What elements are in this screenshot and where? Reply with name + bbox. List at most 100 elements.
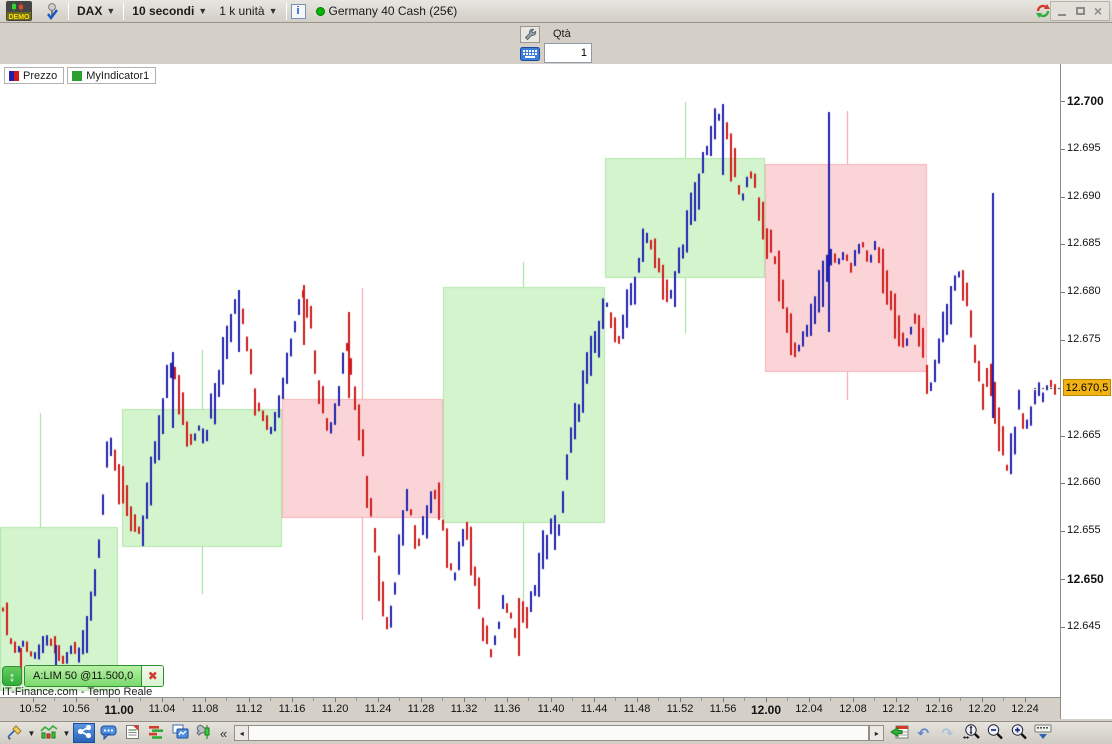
collapse-toolbar-button[interactable]: « xyxy=(220,725,228,741)
undo-button[interactable]: ↶ xyxy=(912,723,934,743)
price-axis[interactable]: 12.670,5 12.700 12.695 12.690 12.685 12.680 1… xyxy=(1060,64,1112,719)
time-axis-tick xyxy=(896,698,897,702)
time-axis-tick xyxy=(76,698,77,702)
time-axis-label: 11.08 xyxy=(191,703,219,715)
legend-item-myindicator1[interactable]: MyIndicator1 xyxy=(67,67,157,84)
time-axis-tick xyxy=(119,698,120,702)
time-axis-label: 12.24 xyxy=(1011,703,1039,715)
time-axis-minor-tick xyxy=(917,698,918,701)
scroll-left-button[interactable]: ◂ xyxy=(234,725,250,741)
legend-item-prezzo[interactable]: Prezzo xyxy=(4,67,65,84)
time-axis-label: 11.28 xyxy=(407,703,435,715)
share-button[interactable] xyxy=(73,723,95,743)
refresh-icon xyxy=(1036,4,1050,18)
price-axis-label: 12.665 xyxy=(1067,429,1101,441)
instrument-info-button[interactable]: i xyxy=(289,1,308,22)
trade-panel: Qtà xyxy=(0,24,1112,64)
zoom-in-button[interactable] xyxy=(1008,723,1030,743)
time-axis-minor-tick xyxy=(1003,698,1004,701)
time-axis-minor-tick xyxy=(874,698,875,701)
zoom-out-button[interactable] xyxy=(984,723,1006,743)
instrument-label: DAX xyxy=(77,4,103,18)
time-axis-minor-tick xyxy=(97,698,98,701)
info-icon: i xyxy=(290,3,306,19)
time-axis-label: 11.16 xyxy=(278,703,306,715)
draw-tools-dropdown[interactable]: ▼ xyxy=(27,728,36,738)
svg-text:DEMO: DEMO xyxy=(9,14,31,21)
price-axis-label: 12.690 xyxy=(1067,190,1101,202)
pin-workspace-button[interactable] xyxy=(38,1,66,22)
time-axis-tick xyxy=(853,698,854,702)
close-button[interactable]: × xyxy=(1090,3,1106,19)
news-icon xyxy=(125,724,140,743)
show-keyboard-button[interactable] xyxy=(1032,723,1054,743)
redo-icon: ↷ xyxy=(941,724,954,741)
price-axis-tick xyxy=(1061,101,1065,102)
maximize-icon xyxy=(1075,7,1085,15)
windows-button[interactable] xyxy=(169,723,191,743)
time-axis-tick xyxy=(982,698,983,702)
window-controls: × xyxy=(1050,1,1110,21)
timeframe-label: 10 secondi xyxy=(132,4,195,18)
redo-button[interactable]: ↷ xyxy=(936,723,958,743)
scrollbar-track[interactable] xyxy=(249,725,870,741)
chart-style-icon xyxy=(40,724,58,743)
demo-mode-button[interactable]: DEMO xyxy=(0,1,38,22)
time-axis-tick xyxy=(766,698,767,702)
time-axis-minor-tick xyxy=(183,698,184,701)
time-axis-label: 12.08 xyxy=(839,703,867,715)
time-axis-label: 10.56 xyxy=(62,703,90,715)
time-axis-minor-tick xyxy=(356,698,357,701)
time-axis-label: 11.40 xyxy=(537,703,565,715)
price-series-swatch-icon xyxy=(9,70,19,81)
time-axis-tick xyxy=(464,698,465,702)
positions-button[interactable] xyxy=(145,723,167,743)
price-axis-label: 12.700 xyxy=(1067,94,1104,108)
chart-style-dropdown[interactable]: ▼ xyxy=(62,728,71,738)
toolbar-separator xyxy=(285,2,287,20)
instrument-dropdown[interactable]: DAX ▼ xyxy=(71,1,121,22)
chart-area: Prezzo MyIndicator1 ↕ A:LIM 50 @11.500,0… xyxy=(0,64,1060,698)
quantity-label: Qtà xyxy=(553,28,571,40)
scroll-right-button[interactable]: ▸ xyxy=(869,725,885,741)
time-axis-tick xyxy=(421,698,422,702)
price-axis-tick xyxy=(1061,292,1065,293)
time-axis-tick xyxy=(162,698,163,702)
time-axis-tick xyxy=(637,698,638,702)
trade-settings-button[interactable] xyxy=(520,26,540,43)
time-axis-label: 11.44 xyxy=(580,703,608,715)
time-axis-tick xyxy=(507,698,508,702)
time-axis-label: 11.00 xyxy=(104,703,134,717)
price-axis-label: 12.680 xyxy=(1067,285,1101,297)
price-chart-canvas[interactable] xyxy=(0,64,1060,697)
time-axis-label: 11.52 xyxy=(666,703,694,715)
timeframe-dropdown[interactable]: 10 secondi ▼ xyxy=(126,1,213,22)
order-updown-icon[interactable]: ↕ xyxy=(2,666,22,686)
time-axis-minor-tick xyxy=(313,698,314,701)
minimize-button[interactable] xyxy=(1054,4,1070,19)
chart-style-button[interactable] xyxy=(38,723,60,743)
strategy-button[interactable] xyxy=(193,723,215,743)
quantity-input[interactable] xyxy=(544,43,592,63)
time-axis-tick xyxy=(205,698,206,702)
refresh-button[interactable] xyxy=(1032,1,1054,21)
go-to-date-button[interactable] xyxy=(888,723,910,743)
news-button[interactable] xyxy=(121,723,143,743)
last-price-badge: 12.670,5 xyxy=(1063,379,1111,396)
order-description[interactable]: A:LIM 50 @11.500,0 xyxy=(25,666,142,686)
zoom-range-button[interactable] xyxy=(960,723,982,743)
cancel-order-button[interactable]: ✖ xyxy=(141,666,164,686)
time-axis[interactable]: 10.52 10.56 11.00 11.04 11.08 11.12 11.16 11.20… xyxy=(0,697,1060,719)
units-dropdown[interactable]: 1 k unità ▼ xyxy=(213,1,283,22)
chat-button[interactable] xyxy=(97,723,119,743)
time-axis-label: 11.56 xyxy=(709,703,737,715)
draw-tools-button[interactable] xyxy=(3,723,25,743)
price-axis-label: 12.650 xyxy=(1067,572,1104,586)
maximize-button[interactable] xyxy=(1072,4,1088,19)
time-axis-tick xyxy=(809,698,810,702)
time-axis-label: 11.20 xyxy=(321,703,349,715)
instrument-name: Germany 40 Cash (25€) xyxy=(328,4,458,18)
price-axis-tick xyxy=(1061,579,1065,580)
time-axis-tick xyxy=(1025,698,1026,702)
virtual-keyboard-button[interactable] xyxy=(519,45,541,62)
